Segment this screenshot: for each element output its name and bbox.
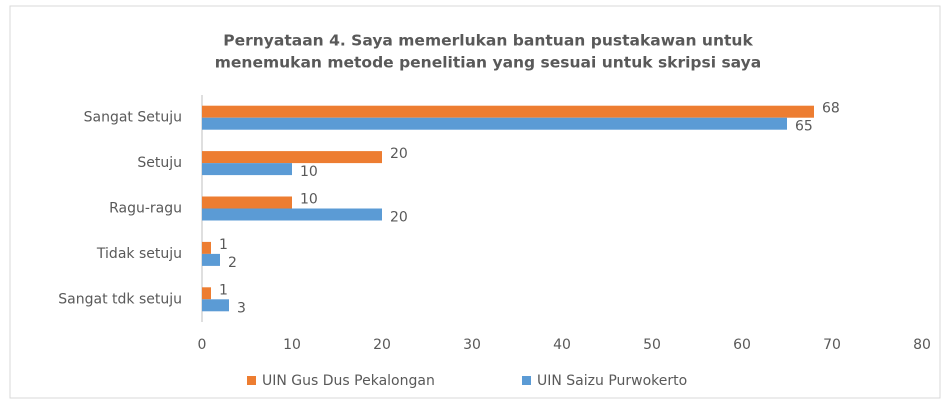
legend-swatch bbox=[522, 376, 531, 385]
chart-title: menemukan metode penelitian yang sesuai … bbox=[215, 54, 761, 72]
data-label: 20 bbox=[390, 210, 408, 226]
legend-swatch bbox=[247, 376, 256, 385]
y-tick-label: Sangat tdk setuju bbox=[58, 291, 182, 307]
y-tick-label: Tidak setuju bbox=[96, 246, 182, 262]
legend-label: UIN Gus Dus Pekalongan bbox=[262, 373, 435, 389]
bar bbox=[202, 253, 220, 266]
bar bbox=[202, 241, 211, 254]
x-tick-label: 80 bbox=[913, 337, 931, 353]
bar bbox=[202, 163, 292, 176]
x-tick-label: 10 bbox=[283, 337, 301, 353]
data-label: 1 bbox=[219, 282, 228, 298]
x-tick-label: 40 bbox=[553, 337, 571, 353]
x-tick-label: 70 bbox=[823, 337, 841, 353]
bar bbox=[202, 208, 382, 221]
y-tick-label: Sangat Setuju bbox=[84, 110, 182, 126]
x-tick-label: 20 bbox=[373, 337, 391, 353]
data-label: 65 bbox=[795, 119, 813, 135]
y-tick-label: Setuju bbox=[137, 155, 182, 171]
data-label: 68 bbox=[822, 101, 840, 117]
x-tick-label: 50 bbox=[643, 337, 661, 353]
legend-label: UIN Saizu Purwokerto bbox=[537, 373, 687, 389]
bar bbox=[202, 299, 229, 312]
bar bbox=[202, 105, 814, 118]
bar bbox=[202, 151, 382, 164]
bar bbox=[202, 117, 787, 130]
chart-title: Pernyataan 4. Saya memerlukan bantuan pu… bbox=[223, 32, 753, 50]
data-label: 3 bbox=[237, 300, 246, 316]
bar bbox=[202, 287, 211, 300]
data-label: 2 bbox=[228, 255, 237, 271]
x-tick-label: 30 bbox=[463, 337, 481, 353]
x-tick-label: 60 bbox=[733, 337, 751, 353]
y-tick-label: Ragu-ragu bbox=[109, 201, 182, 217]
data-label: 1 bbox=[219, 237, 228, 253]
data-label: 10 bbox=[300, 192, 318, 208]
chart-border bbox=[9, 5, 941, 399]
data-label: 10 bbox=[300, 164, 318, 180]
data-label: 20 bbox=[390, 146, 408, 162]
x-tick-label: 0 bbox=[198, 337, 207, 353]
bar bbox=[202, 196, 292, 209]
